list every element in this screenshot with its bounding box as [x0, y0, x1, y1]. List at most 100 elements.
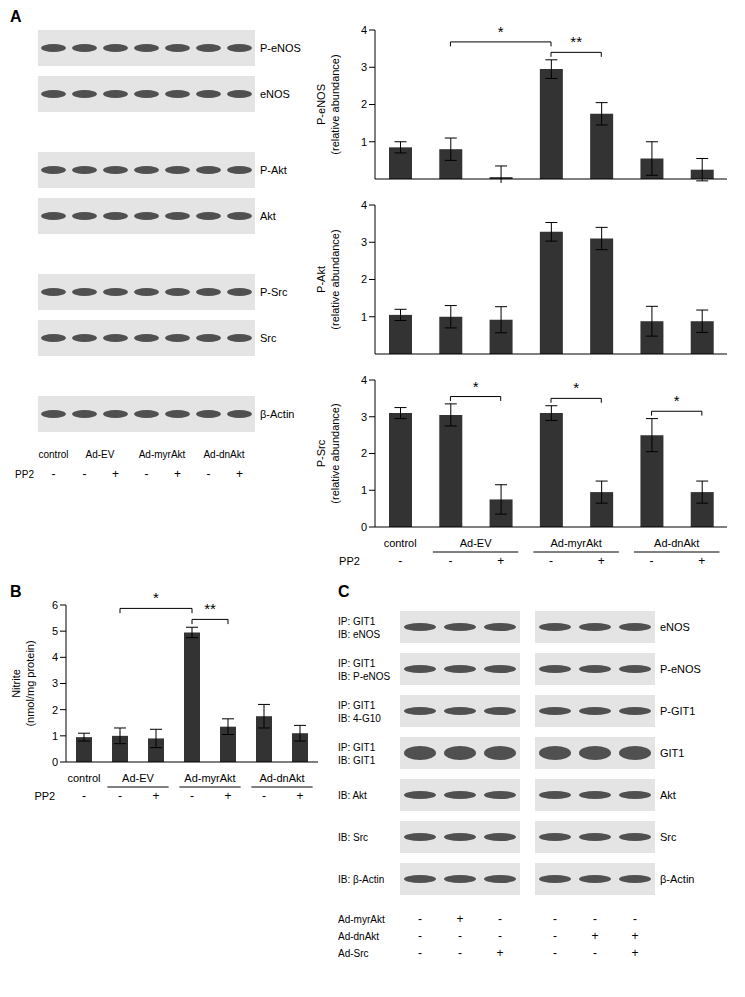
svg-text:-: - [498, 929, 502, 943]
svg-text:Ad-myrAkt: Ad-myrAkt [338, 914, 385, 925]
svg-text:Src: Src [660, 831, 677, 843]
svg-text:-: - [650, 554, 654, 568]
svg-text:+: + [296, 789, 303, 803]
svg-text:-: - [498, 912, 502, 926]
svg-text:Ad-myrAkt: Ad-myrAkt [184, 772, 235, 784]
svg-text:3: 3 [361, 236, 367, 248]
svg-text:Ad-Src: Ad-Src [338, 948, 369, 959]
svg-text:C: C [338, 583, 350, 600]
svg-text:Akt: Akt [260, 210, 276, 222]
svg-text:Ad-dnAkt: Ad-dnAkt [259, 772, 304, 784]
svg-text:Ad-EV: Ad-EV [460, 537, 492, 549]
svg-text:PP2: PP2 [339, 555, 360, 567]
svg-text:-: - [118, 789, 122, 803]
svg-text:-: - [145, 467, 149, 481]
svg-text:-: - [593, 946, 597, 960]
svg-text:+: + [236, 467, 243, 481]
svg-text:IB: GIT1: IB: GIT1 [338, 755, 376, 766]
svg-text:Ad-dnAkt: Ad-dnAkt [338, 931, 379, 942]
svg-text:4: 4 [52, 651, 58, 663]
svg-text:P-Akt: P-Akt [260, 164, 287, 176]
svg-text:*: * [674, 392, 680, 409]
svg-text:P-GIT1: P-GIT1 [660, 705, 695, 717]
svg-text:-: - [448, 554, 452, 568]
svg-text:+: + [631, 929, 638, 943]
svg-text:1: 1 [361, 311, 367, 323]
svg-text:2: 2 [361, 447, 367, 459]
svg-text:-: - [553, 912, 557, 926]
svg-text:-: - [458, 929, 462, 943]
svg-text:-: - [633, 912, 637, 926]
svg-text:+: + [456, 912, 463, 926]
svg-text:P-Src: P-Src [315, 439, 327, 467]
svg-text:B: B [10, 583, 22, 600]
svg-text:4: 4 [361, 24, 367, 36]
svg-text:0: 0 [361, 521, 367, 533]
svg-text:IB: Src: IB: Src [338, 832, 368, 843]
svg-text:Ad-myrAkt: Ad-myrAkt [139, 449, 186, 460]
svg-text:6: 6 [52, 599, 58, 611]
svg-text:eNOS: eNOS [260, 88, 290, 100]
svg-text:-: - [83, 467, 87, 481]
svg-text:(relative abundance): (relative abundance) [329, 54, 341, 154]
svg-text:IB: eNOS: IB: eNOS [338, 629, 381, 640]
svg-text:+: + [112, 467, 119, 481]
svg-text:(relative abundance): (relative abundance) [329, 229, 341, 329]
svg-text:Src: Src [260, 332, 277, 344]
svg-text:IB: Akt: IB: Akt [338, 790, 367, 801]
svg-text:control: control [38, 449, 68, 460]
svg-text:Akt: Akt [660, 789, 676, 801]
svg-text:4: 4 [361, 374, 367, 386]
svg-text:IP: GIT1: IP: GIT1 [338, 616, 376, 627]
svg-text:PP2: PP2 [34, 790, 55, 802]
svg-text:P-eNOS: P-eNOS [260, 42, 301, 54]
svg-text:5: 5 [52, 625, 58, 637]
svg-text:IP: GIT1: IP: GIT1 [338, 742, 376, 753]
svg-text:+: + [174, 467, 181, 481]
svg-text:IB: P-eNOS: IB: P-eNOS [338, 671, 391, 682]
svg-text:(nmol/mg protein): (nmol/mg protein) [24, 640, 36, 726]
svg-text:+: + [698, 554, 705, 568]
svg-text:P-Akt: P-Akt [315, 266, 327, 293]
svg-text:-: - [207, 467, 211, 481]
svg-text:-: - [458, 946, 462, 960]
svg-text:-: - [398, 554, 402, 568]
svg-text:-: - [262, 789, 266, 803]
svg-text:P-eNOS: P-eNOS [315, 84, 327, 125]
svg-text:-: - [190, 789, 194, 803]
svg-text:-: - [418, 912, 422, 926]
svg-text:P-eNOS: P-eNOS [660, 663, 701, 675]
svg-text:3: 3 [52, 677, 58, 689]
svg-text:4: 4 [361, 199, 367, 211]
svg-text:-: - [82, 789, 86, 803]
svg-text:Ad-EV: Ad-EV [86, 449, 115, 460]
svg-text:**: ** [570, 33, 582, 50]
svg-text:2: 2 [361, 98, 367, 110]
svg-text:A: A [10, 8, 22, 25]
svg-text:-: - [418, 929, 422, 943]
svg-text:*: * [153, 589, 159, 606]
svg-text:eNOS: eNOS [660, 621, 690, 633]
svg-text:+: + [631, 946, 638, 960]
svg-text:1: 1 [361, 484, 367, 496]
svg-text:control: control [384, 537, 417, 549]
svg-text:-: - [593, 912, 597, 926]
svg-text:+: + [152, 789, 159, 803]
svg-text:IB: β-Actin: IB: β-Actin [338, 874, 384, 885]
svg-text:PP2: PP2 [15, 469, 34, 480]
svg-text:2: 2 [361, 273, 367, 285]
svg-text:(relative abundance): (relative abundance) [329, 403, 341, 503]
svg-text:-: - [418, 946, 422, 960]
svg-text:β-Actin: β-Actin [260, 408, 294, 420]
svg-text:*: * [498, 23, 504, 40]
svg-text:P-Src: P-Src [260, 286, 288, 298]
svg-text:Ad-myrAkt: Ad-myrAkt [550, 537, 601, 549]
svg-text:β-Actin: β-Actin [660, 873, 694, 885]
svg-text:Ad-dnAkt: Ad-dnAkt [654, 537, 699, 549]
svg-text:-: - [549, 554, 553, 568]
svg-text:IP: GIT1: IP: GIT1 [338, 658, 376, 669]
svg-text:3: 3 [361, 61, 367, 73]
svg-text:*: * [473, 378, 479, 395]
svg-text:+: + [224, 789, 231, 803]
svg-text:+: + [496, 946, 503, 960]
